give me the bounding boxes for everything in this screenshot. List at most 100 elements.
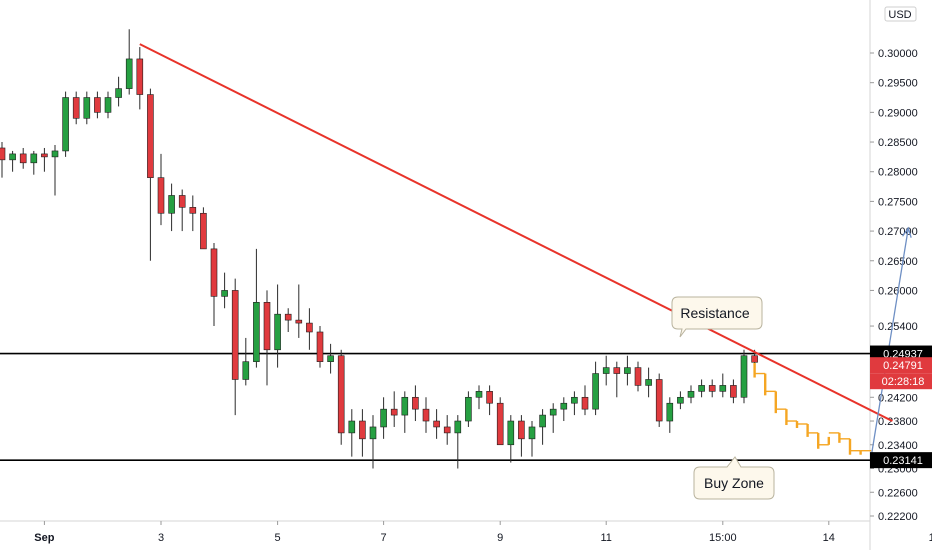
time-tick-label: 9 <box>497 532 503 544</box>
candle-body[interactable] <box>528 426 536 440</box>
candle-body[interactable] <box>231 290 239 380</box>
candle-body[interactable] <box>0 147 6 161</box>
time-tick-label: 7 <box>381 532 387 544</box>
candle-body[interactable] <box>200 212 207 250</box>
time-tick-label: 14 <box>823 532 835 544</box>
candle-body[interactable] <box>496 402 504 446</box>
candle-body[interactable] <box>645 379 652 386</box>
candle-body[interactable] <box>677 396 684 404</box>
candle-body[interactable] <box>147 94 154 178</box>
candle-body[interactable] <box>602 367 610 374</box>
resistance-callout[interactable]: Resistance <box>671 296 763 338</box>
candle-body[interactable] <box>486 391 493 404</box>
candle-body[interactable] <box>369 426 377 440</box>
candle-body[interactable] <box>51 150 59 158</box>
time-tick-label: 5 <box>275 532 281 544</box>
candle-body[interactable] <box>168 195 175 214</box>
candle-body[interactable] <box>242 361 250 380</box>
candle-body[interactable] <box>592 373 599 410</box>
candle-body[interactable] <box>390 408 398 416</box>
candle-body[interactable] <box>210 248 218 297</box>
price-tick-label: 0.23400 <box>878 440 918 452</box>
candle-body[interactable] <box>306 322 313 333</box>
candle-body[interactable] <box>581 396 589 410</box>
price-tick-label: 0.30000 <box>878 48 918 60</box>
candle-body[interactable] <box>422 408 430 422</box>
candle-body[interactable] <box>115 88 122 98</box>
candle-body[interactable] <box>518 420 525 440</box>
candle-body[interactable] <box>730 385 737 398</box>
candle-body[interactable] <box>359 420 366 440</box>
price-tick-label: 0.27500 <box>878 196 918 208</box>
candle-body[interactable] <box>634 367 642 386</box>
price-axis[interactable]: 0.31000 0.30000 0.29500 0.29000 0.28500 0.280… <box>870 0 918 523</box>
candle-body[interactable] <box>560 402 568 410</box>
candle-body[interactable] <box>401 396 409 416</box>
candle-body[interactable] <box>698 385 705 392</box>
candle-body[interactable] <box>157 177 165 214</box>
price-tick-label: 0.29500 <box>878 78 918 90</box>
candle-body[interactable] <box>465 396 472 422</box>
price-tick-label: 0.25400 <box>878 321 918 333</box>
price-tick-label: 0.28500 <box>878 137 918 149</box>
candle-body[interactable] <box>708 385 716 392</box>
candle-body[interactable] <box>443 426 451 434</box>
support-price-tag: 0.23141 <box>870 452 932 469</box>
candle-body[interactable] <box>41 153 48 158</box>
candle-body[interactable] <box>284 313 292 321</box>
candle-body[interactable] <box>253 302 260 362</box>
support-price-text: 0.23141 <box>883 455 923 467</box>
descending-trend-line[interactable] <box>139 43 893 422</box>
candle-body[interactable] <box>380 408 387 428</box>
candle-body[interactable] <box>178 195 186 208</box>
price-tick-label: 0.22200 <box>878 511 918 523</box>
candle-body[interactable] <box>327 355 334 362</box>
candle-body[interactable] <box>221 290 228 297</box>
projection-path[interactable] <box>753 362 872 455</box>
candle-body[interactable] <box>72 97 80 119</box>
candle-body[interactable] <box>624 367 631 374</box>
candle-body[interactable] <box>274 313 281 351</box>
candle-body[interactable] <box>316 331 324 362</box>
candle-body[interactable] <box>83 97 91 119</box>
currency-badge[interactable]: USD <box>884 6 917 22</box>
candle-body[interactable] <box>30 153 38 164</box>
candle-body[interactable] <box>507 420 515 446</box>
candle-body[interactable] <box>433 420 440 428</box>
price-tick-label: 0.27000 <box>878 226 918 238</box>
candle-body[interactable] <box>740 355 748 398</box>
time-axis[interactable]: Sep 3 5 7 9 11 15:00 14 16 <box>34 521 932 544</box>
candle-body[interactable] <box>666 402 674 422</box>
candle-body[interactable] <box>19 153 27 164</box>
candle-body[interactable] <box>412 396 419 410</box>
candle-body[interactable] <box>751 355 758 363</box>
candle-body[interactable] <box>475 391 483 398</box>
candle-body[interactable] <box>454 420 462 434</box>
candle-body[interactable] <box>337 355 345 434</box>
candle-body[interactable] <box>189 207 197 214</box>
candle-body[interactable] <box>9 153 16 161</box>
candle-body[interactable] <box>136 58 144 95</box>
candle-body[interactable] <box>539 414 546 428</box>
candle-body[interactable] <box>687 391 695 398</box>
candle-body[interactable] <box>655 379 663 422</box>
candle-body[interactable] <box>94 97 101 113</box>
candle-body[interactable] <box>125 58 133 89</box>
candle-body[interactable] <box>295 319 303 324</box>
candle-body[interactable] <box>62 97 69 152</box>
currency-label: USD <box>888 9 911 21</box>
breakout-arrow[interactable] <box>870 226 912 457</box>
buy-zone-callout[interactable]: Buy Zone <box>693 456 775 500</box>
price-tick-label: 0.31000 <box>878 0 918 1</box>
candle-body[interactable] <box>104 97 112 113</box>
candle-body[interactable] <box>549 408 557 416</box>
candle-body[interactable] <box>263 302 271 351</box>
candles[interactable] <box>0 29 758 469</box>
time-tick-label: Sep <box>34 532 54 544</box>
candle-body[interactable] <box>348 420 356 434</box>
candle-body[interactable] <box>719 385 727 392</box>
candle-body[interactable] <box>613 367 621 374</box>
candle-body[interactable] <box>571 396 578 404</box>
time-tick-label: 11 <box>600 532 611 544</box>
